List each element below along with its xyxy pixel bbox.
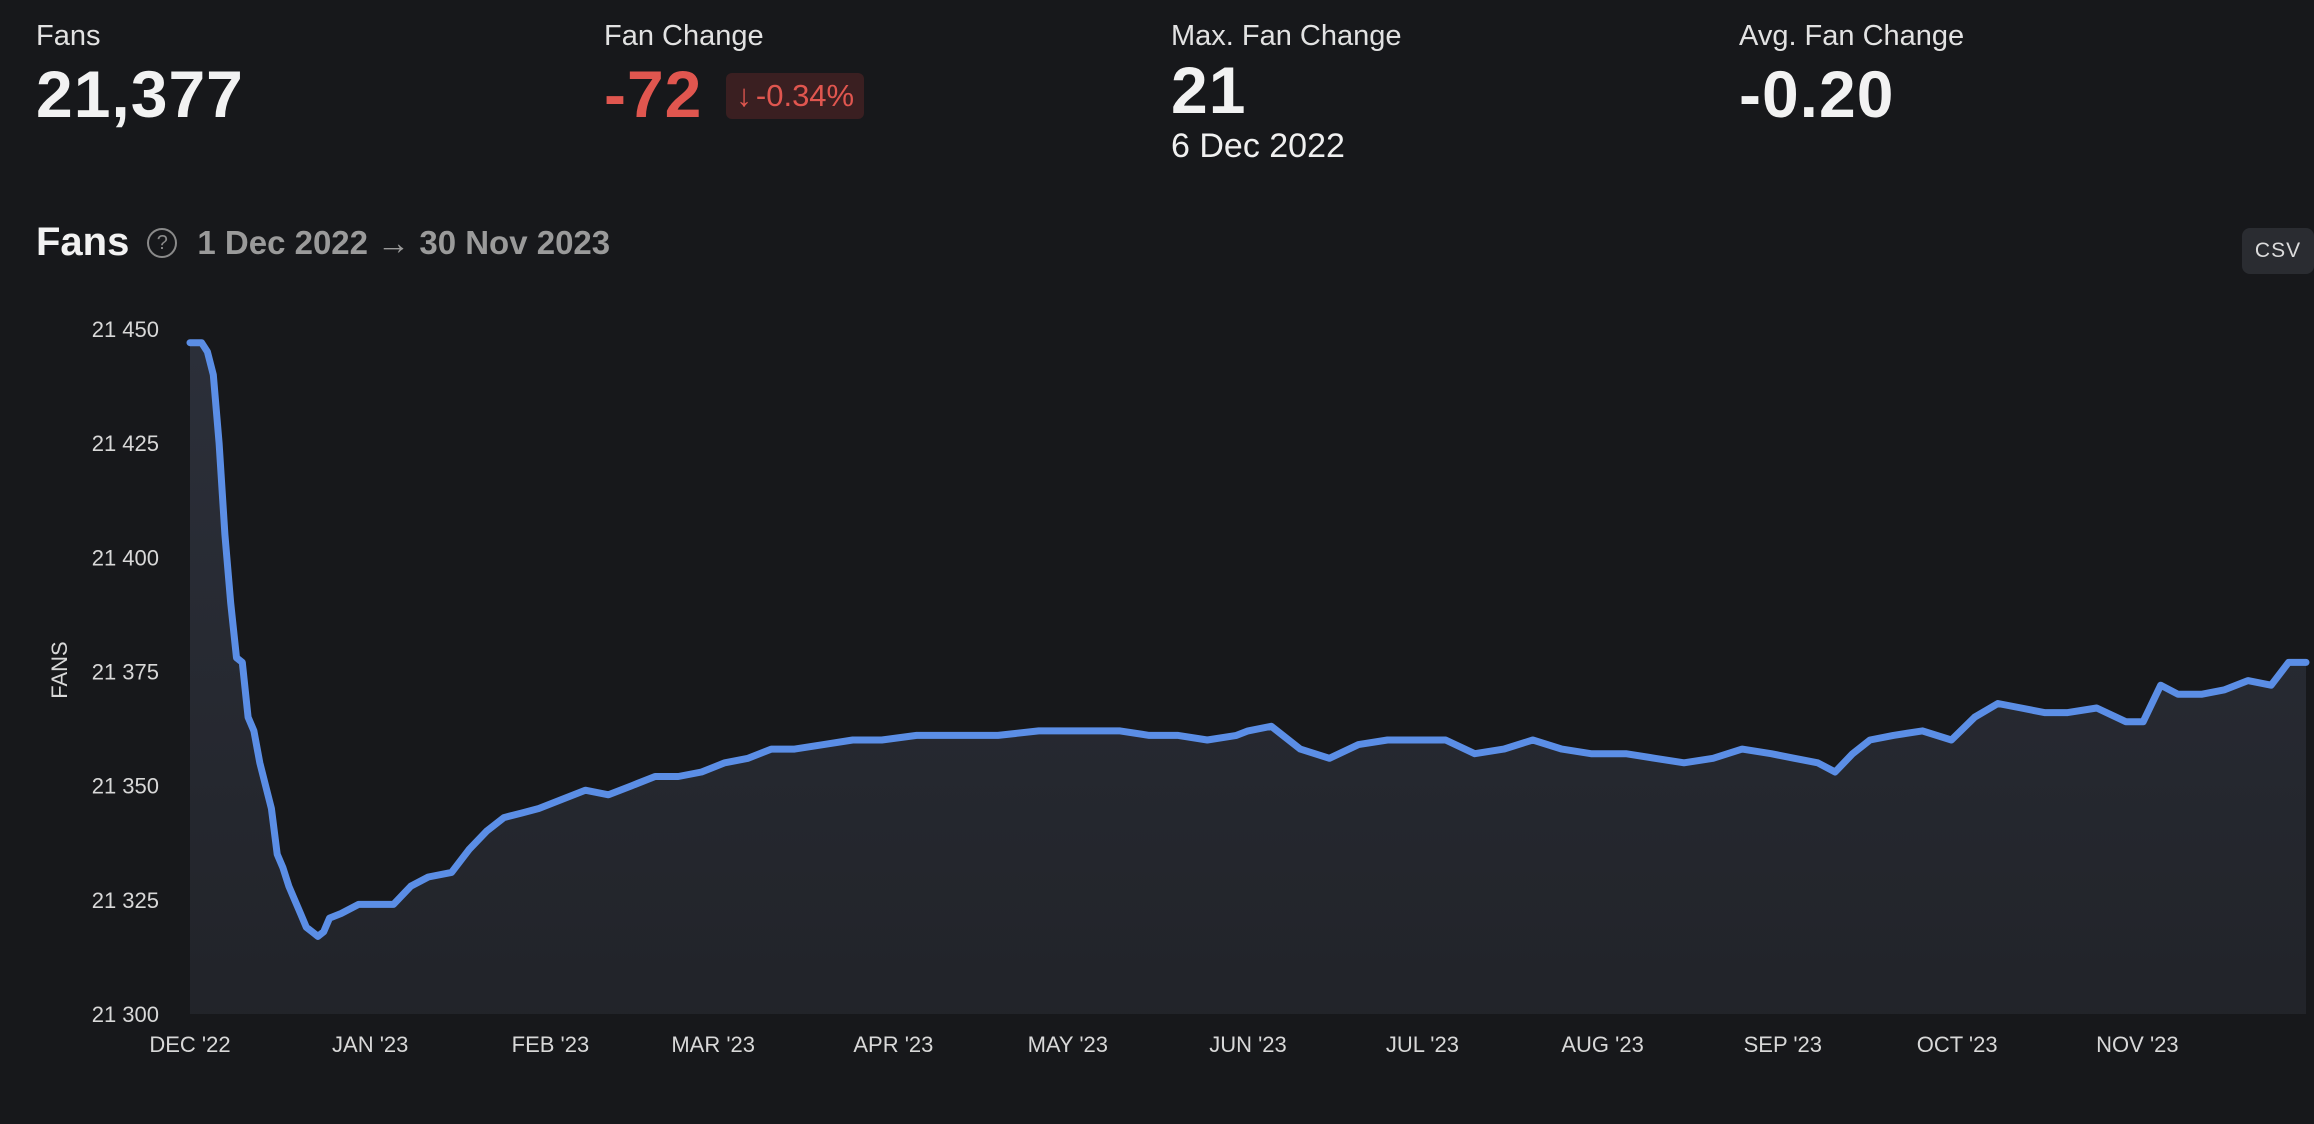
x-tick-label: JUN '23 — [1209, 1032, 1287, 1057]
stat-fans: Fans 21,377 — [36, 18, 244, 134]
x-axis: DEC '22 JAN '23 FEB '23 MAR '23 APR '23 MAY '… — [149, 1032, 2178, 1057]
y-tick-label: 21 450 — [92, 317, 159, 342]
x-tick-label: FEB '23 — [512, 1032, 590, 1057]
x-tick-label: OCT '23 — [1917, 1032, 1998, 1057]
y-tick-label: 21 375 — [92, 660, 159, 685]
stat-value: 21,377 — [36, 57, 244, 131]
x-tick-label: NOV '23 — [2096, 1032, 2178, 1057]
x-tick-label: DEC '22 — [149, 1032, 230, 1057]
x-tick-label: MAY '23 — [1028, 1032, 1108, 1057]
stat-fan-change: Fan Change -72 ↓ -0.34% — [604, 18, 865, 134]
chart-header: Fans ? 1 Dec 2022 → 30 Nov 2023 — [36, 220, 610, 265]
question-circle-icon[interactable]: ? — [147, 227, 178, 258]
x-tick-label: AUG '23 — [1561, 1032, 1643, 1057]
stat-label: Fans — [36, 20, 101, 52]
y-tick-label: 21 400 — [92, 545, 159, 570]
stat-value: -72 — [604, 57, 703, 131]
badge-value: -0.34% — [755, 78, 855, 113]
arrow-down-icon: ↓ — [736, 78, 752, 113]
x-tick-label: JAN '23 — [332, 1032, 408, 1057]
stat-value: 21 — [1171, 53, 1247, 127]
x-tick-label: APR '23 — [853, 1032, 933, 1057]
series-line — [186, 339, 2310, 940]
chart-title: Fans — [36, 220, 130, 264]
stat-label: Max. Fan Change — [1171, 20, 1402, 52]
y-tick-label: 21 425 — [92, 431, 159, 456]
change-percent-badge: ↓ -0.34% — [726, 73, 865, 119]
x-tick-label: MAR '23 — [671, 1032, 755, 1057]
stat-avg-fan-change: Avg. Fan Change -0.20 — [1739, 18, 1964, 134]
y-tick-label: 21 350 — [92, 774, 159, 799]
stat-label: Fan Change — [604, 20, 764, 52]
stat-label: Avg. Fan Change — [1739, 20, 1965, 52]
stat-value: -0.20 — [1739, 57, 1895, 131]
x-tick-label: JUL '23 — [1386, 1032, 1459, 1057]
stat-date: 6 Dec 2022 — [1171, 127, 1345, 165]
stat-max-fan-change: Max. Fan Change 21 6 Dec 2022 — [1171, 18, 1402, 166]
y-tick-label: 21 300 — [92, 1002, 159, 1027]
y-tick-label: 21 325 — [92, 888, 159, 913]
x-tick-label: SEP '23 — [1744, 1032, 1822, 1057]
y-axis: 21 300 21 325 21 350 21 375 21 400 21 425 21 4… — [92, 317, 159, 1027]
y-axis-label: FANS — [47, 641, 72, 698]
series-area — [190, 342, 2306, 1014]
date-range: 1 Dec 2022 → 30 Nov 2023 — [197, 223, 611, 261]
csv-export-button[interactable]: CSV — [2242, 228, 2314, 274]
